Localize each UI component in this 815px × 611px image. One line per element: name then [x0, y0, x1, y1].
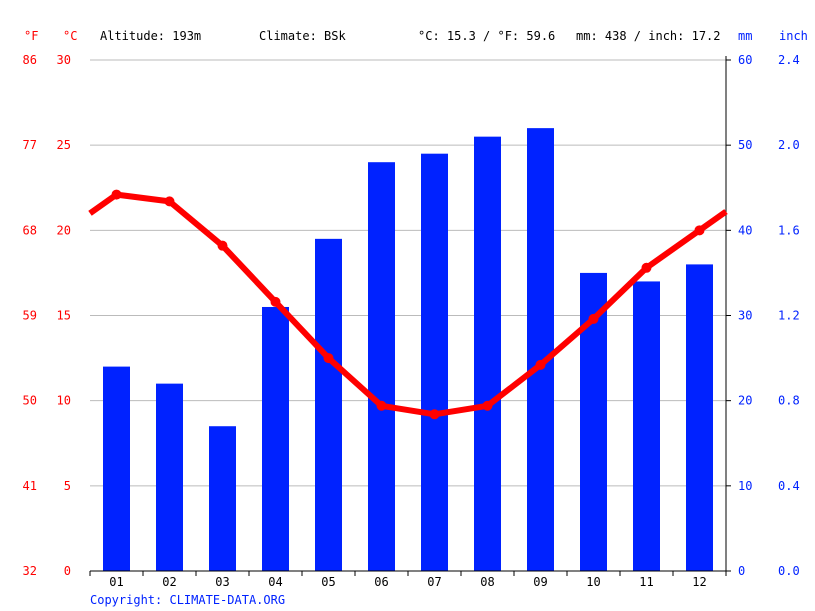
- tick-label-fahrenheit: 68: [23, 223, 37, 237]
- unit-celsius-label: °C: [63, 29, 77, 43]
- grid-lines: [90, 59, 726, 487]
- tick-label-inch: 0.4: [778, 479, 800, 493]
- tick-label-month: 05: [321, 575, 335, 589]
- temperature-point: [429, 409, 440, 420]
- tick-label-month: 11: [639, 575, 653, 589]
- tick-label-month: 08: [480, 575, 494, 589]
- tick-label-celsius: 5: [64, 479, 71, 493]
- tick-label-mm: 10: [738, 479, 752, 493]
- tick-label-fahrenheit: 86: [23, 53, 37, 67]
- temperature-point: [376, 400, 387, 411]
- temperature-point: [641, 262, 652, 273]
- tick-label-celsius: 30: [57, 53, 71, 67]
- tick-label-inch: 2.4: [778, 53, 800, 67]
- tick-label-celsius: 25: [57, 138, 71, 152]
- average-temperature-text: °C: 15.3 / °F: 59.6: [418, 29, 555, 43]
- tick-label-month: 01: [109, 575, 123, 589]
- precipitation-bar: [686, 264, 713, 571]
- tick-label-celsius: 20: [57, 223, 71, 237]
- tick-label-month: 06: [374, 575, 388, 589]
- temperature-line: [88, 189, 728, 420]
- tick-label-inch: 0.0: [778, 564, 800, 578]
- precipitation-bar: [474, 136, 501, 571]
- precipitation-bar: [421, 153, 448, 571]
- tick-label-celsius: 10: [57, 394, 71, 408]
- tick-label-mm: 20: [738, 394, 752, 408]
- precipitation-bar: [315, 238, 342, 571]
- tick-label-fahrenheit: 77: [23, 138, 37, 152]
- tick-label-inch: 1.2: [778, 309, 800, 323]
- tick-label-month: 02: [162, 575, 176, 589]
- precipitation-bar: [368, 162, 395, 571]
- precipitation-bar: [209, 426, 236, 571]
- precipitation-bar: [103, 366, 130, 571]
- tick-label-fahrenheit: 32: [23, 564, 37, 578]
- tick-label-month: 10: [586, 575, 600, 589]
- temperature-point: [694, 225, 705, 236]
- tick-label-inch: 1.6: [778, 223, 800, 237]
- precipitation-bar: [262, 306, 289, 571]
- temperature-point: [270, 296, 281, 307]
- tick-label-fahrenheit: 59: [23, 309, 37, 323]
- tick-label-month: 07: [427, 575, 441, 589]
- precipitation-bars: [103, 128, 713, 571]
- temperature-point: [535, 359, 546, 370]
- tick-label-mm: 40: [738, 223, 752, 237]
- axes: [89, 56, 731, 576]
- tick-label-inch: 0.8: [778, 394, 800, 408]
- precipitation-bar: [633, 281, 660, 571]
- precipitation-bar: [527, 128, 554, 571]
- temperature-point: [482, 400, 493, 411]
- tick-label-mm: 0: [738, 564, 745, 578]
- tick-label-month: 03: [215, 575, 229, 589]
- precipitation-total-text: mm: 438 / inch: 17.2: [576, 29, 721, 43]
- tick-label-month: 04: [268, 575, 282, 589]
- unit-mm-label: mm: [738, 29, 752, 43]
- altitude-text: Altitude: 193m: [100, 29, 201, 43]
- unit-inch-label: inch: [779, 29, 808, 43]
- temperature-point: [111, 189, 122, 200]
- temperature-point: [164, 196, 175, 207]
- temperature-point: [323, 353, 334, 364]
- tick-labels: 32 0 0 0.0 41 5 10 0.4 50 10 20 0.8 59 15 30 1.2 68 20 40 1…: [23, 53, 800, 589]
- climate-text: Climate: BSk: [259, 29, 346, 43]
- precipitation-bar: [156, 383, 183, 571]
- tick-label-celsius: 15: [57, 309, 71, 323]
- temperature-line-path: [88, 191, 728, 418]
- tick-label-fahrenheit: 50: [23, 394, 37, 408]
- tick-label-celsius: 0: [64, 564, 71, 578]
- tick-label-month: 09: [533, 575, 547, 589]
- tick-label-inch: 2.0: [778, 138, 800, 152]
- copyright-link[interactable]: Copyright: CLIMATE-DATA.ORG: [90, 593, 285, 607]
- tick-label-mm: 60: [738, 53, 752, 67]
- unit-fahrenheit-label: °F: [24, 29, 38, 43]
- temperature-point: [588, 313, 599, 324]
- tick-label-mm: 30: [738, 309, 752, 323]
- tick-label-month: 12: [692, 575, 706, 589]
- tick-label-mm: 50: [738, 138, 752, 152]
- tick-label-fahrenheit: 41: [23, 479, 37, 493]
- header: °F °C Altitude: 193m Climate: BSk °C: 15…: [24, 29, 808, 43]
- temperature-point: [217, 240, 228, 251]
